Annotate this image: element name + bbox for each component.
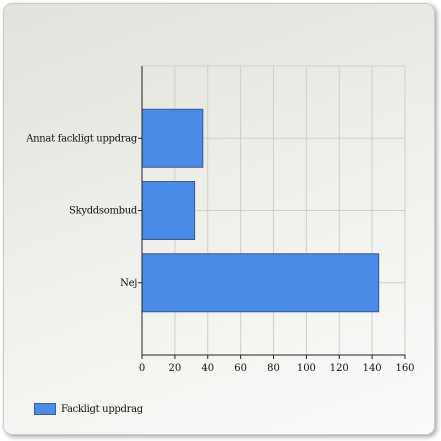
x-tick-label: 120 xyxy=(330,363,349,374)
x-tick-label: 0 xyxy=(139,363,145,374)
x-tick-label: 60 xyxy=(234,363,247,374)
category-label: Nej xyxy=(120,278,137,289)
legend-swatch xyxy=(34,403,56,415)
x-tick-label: 20 xyxy=(169,363,182,374)
x-tick-label: 140 xyxy=(363,363,382,374)
legend-label: Fackligt uppdrag xyxy=(61,403,143,415)
bar xyxy=(141,181,196,240)
x-tick-label: 40 xyxy=(201,363,214,374)
bar xyxy=(141,108,204,168)
x-tick-label: 80 xyxy=(267,363,280,374)
chart-frame: Annat fackligt uppdrag Skyddsombud Nej 0 20 4… xyxy=(3,3,435,435)
category-label: Annat fackligt uppdrag xyxy=(25,133,138,144)
x-tick-label: 160 xyxy=(395,363,414,374)
bar-chart: Annat fackligt uppdrag Skyddsombud Nej 0 20 4… xyxy=(25,65,415,374)
bar xyxy=(141,253,380,313)
legend: Fackligt uppdrag xyxy=(34,403,143,415)
x-tick-label: 100 xyxy=(297,363,316,374)
category-label: Skyddsombud xyxy=(69,206,138,217)
